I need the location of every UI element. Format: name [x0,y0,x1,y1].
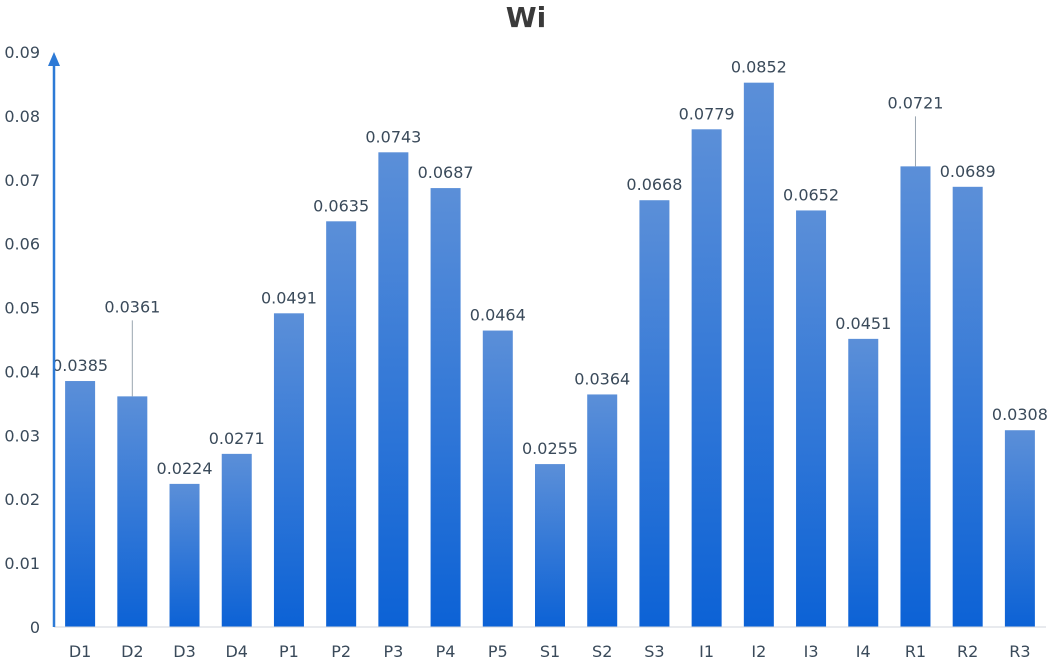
bar [639,200,670,627]
y-tick-label: 0.01 [4,554,40,573]
y-tick-label: 0 [30,618,40,637]
data-label: 0.0271 [209,429,265,448]
x-tick-label: D3 [173,642,196,661]
data-label: 0.0385 [52,356,108,375]
data-label: 0.0852 [731,58,787,77]
label-leader-lines [131,116,916,397]
data-label: 0.0687 [418,163,474,182]
bar [221,453,252,627]
x-tick-label: S2 [592,642,612,661]
y-tick-label: 0.02 [4,490,40,509]
x-tick-label: P3 [383,642,403,661]
bars [65,82,1035,628]
y-tick-label: 0.04 [4,362,40,381]
data-label: 0.0743 [365,127,421,146]
x-axis-tick-labels: D1 D2 D3 D4 P1 P2 P3 P4 P5 S1 S2 S3 I1 I2 I3 I4 R1 R2 R3 [69,642,1031,661]
bar [587,394,618,627]
x-tick-label: D2 [121,642,144,661]
y-tick-label: 0.03 [4,426,40,445]
bar [743,82,774,627]
data-label: 0.0224 [157,459,213,478]
bar [326,221,357,628]
x-tick-label: S3 [644,642,664,661]
data-label: 0.0255 [522,439,578,458]
axes [48,52,1046,628]
data-label: 0.0721 [887,93,943,112]
chart-title: Wi [505,1,547,34]
data-label: 0.0668 [626,175,682,194]
data-label: 0.0361 [104,297,160,316]
data-labels: 0.0385 0.0361 0.0224 0.0271 0.0491 0.0635 0.07… [52,58,1048,478]
bar [65,381,96,627]
bar [378,152,409,628]
bar [1004,430,1035,627]
data-label: 0.0364 [574,369,630,388]
data-label: 0.0308 [992,405,1048,424]
y-tick-label: 0.06 [4,235,40,254]
x-tick-label: P4 [436,642,456,661]
x-tick-label: R2 [957,642,978,661]
y-axis-ticks: 0 0.01 0.02 0.03 0.04 0.05 0.06 0.07 0.08 0.09 [4,43,40,637]
y-axis-arrow-icon [48,52,60,66]
data-label: 0.0689 [940,162,996,181]
y-tick-label: 0.05 [4,299,40,318]
bar [482,330,513,627]
bar [535,464,565,627]
x-tick-label: R3 [1009,642,1030,661]
x-tick-label: D4 [225,642,248,661]
bar [848,338,879,627]
x-tick-label: D1 [69,642,92,661]
data-label: 0.0451 [835,314,891,333]
data-label: 0.0652 [783,185,839,204]
bar [273,313,304,627]
x-tick-label: I1 [699,642,714,661]
bar [430,188,461,628]
data-label: 0.0464 [470,306,526,325]
x-tick-label: R1 [905,642,926,661]
bar [900,166,931,627]
y-tick-label: 0.09 [4,43,40,62]
y-tick-label: 0.07 [4,171,40,190]
bar [952,186,983,628]
data-label: 0.0779 [679,104,735,123]
x-tick-label: I2 [751,642,766,661]
bar [169,483,200,627]
y-tick-label: 0.08 [4,107,40,126]
x-tick-label: S1 [540,642,560,661]
data-label: 0.0491 [261,288,317,307]
x-tick-label: I4 [856,642,871,661]
x-tick-label: P2 [331,642,351,661]
bar [117,396,148,627]
x-tick-label: I3 [804,642,819,661]
x-tick-label: P1 [279,642,299,661]
bar [796,210,827,627]
x-tick-label: P5 [488,642,508,661]
bar [691,129,722,628]
data-label: 0.0635 [313,196,369,215]
